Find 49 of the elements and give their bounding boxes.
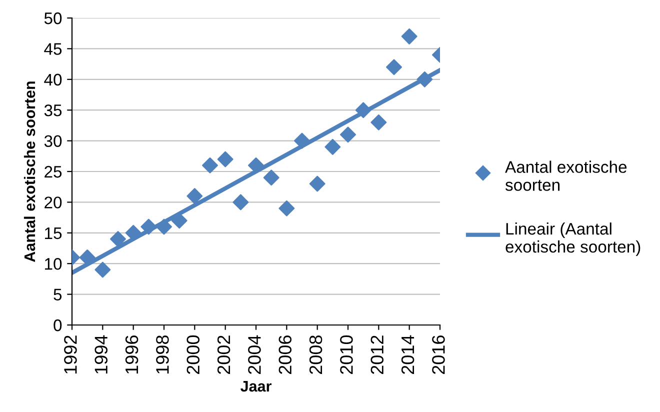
x-tick-label: 2000: [186, 335, 200, 374]
point: [370, 114, 387, 130]
y-axis-title: Aantal exotische soorten: [24, 82, 36, 262]
x-tick-label: 2004: [248, 335, 261, 374]
point: [416, 71, 433, 88]
y-tick-label: 35: [44, 104, 62, 116]
legend-label: Lineair (Aantal exotische soorten): [506, 222, 640, 256]
point: [355, 102, 372, 118]
point: [232, 194, 249, 210]
point: [202, 157, 218, 174]
y-tick-label: 10: [45, 258, 62, 270]
point: [110, 231, 126, 248]
y-tick-label: 50: [44, 12, 62, 24]
y-tick-label: 25: [44, 166, 62, 178]
point: [340, 126, 356, 143]
point: [401, 28, 418, 44]
x-tick-label: 1998: [156, 336, 169, 374]
y-tick-label: 30: [44, 135, 62, 148]
x-tick-label: 1996: [125, 336, 138, 374]
point: [217, 151, 234, 168]
point: [294, 132, 310, 149]
x-tick-label: 2014: [401, 335, 414, 374]
y-tick-label: 45: [44, 43, 62, 55]
x-axis-title: Jaar: [240, 381, 272, 392]
point: [186, 188, 203, 204]
point: [79, 249, 96, 266]
x-tick-label: 2008: [309, 336, 322, 374]
point: [263, 170, 280, 186]
point: [386, 59, 402, 76]
x-tick-label: 2006: [278, 336, 292, 374]
x-tick-label: 2012: [370, 336, 384, 374]
point: [171, 212, 188, 229]
x-tick-label: 2016: [432, 336, 445, 374]
point: [324, 138, 341, 155]
x-tick-label: 2010: [340, 335, 353, 374]
point: [94, 262, 111, 278]
y-tick-label: 0: [54, 319, 62, 332]
point: [309, 176, 326, 192]
y-tick-label: 5: [54, 288, 62, 301]
x-tick-label: 1992: [64, 336, 77, 374]
y-tick-label: 40: [44, 74, 62, 86]
point: [140, 218, 157, 235]
x-tick-label: 1994: [94, 335, 108, 374]
point: [278, 200, 295, 216]
point: [156, 218, 172, 235]
legend-label: Aantal exotische soorten: [505, 160, 627, 191]
y-tick-label: 20: [44, 196, 62, 208]
y-tick-label: 15: [45, 227, 62, 240]
x-tick-label: 2002: [217, 336, 230, 374]
